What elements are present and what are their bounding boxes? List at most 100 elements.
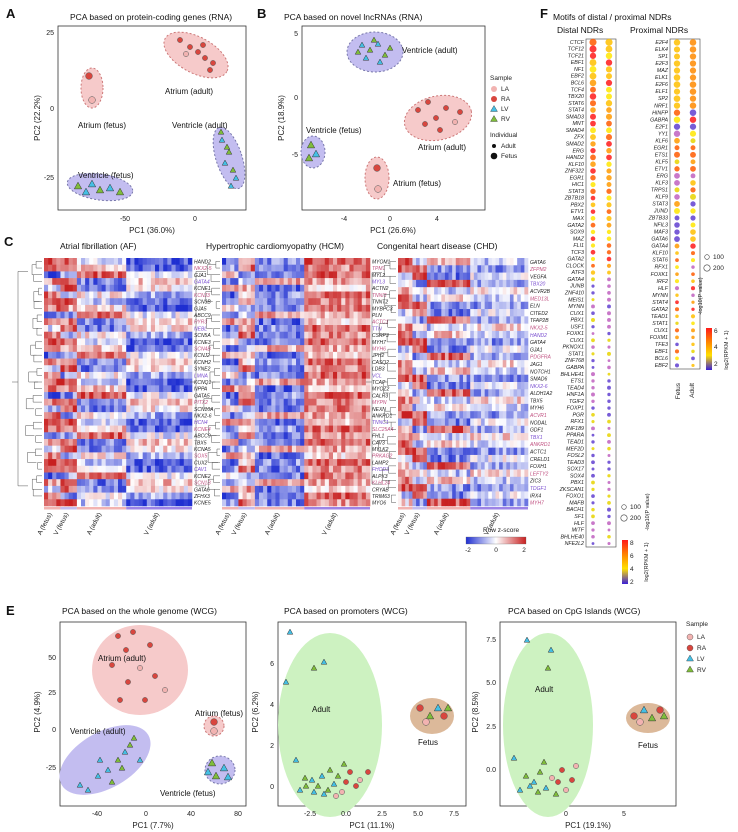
data-point-lv: [81, 187, 91, 196]
heatmap-cell: [44, 345, 49, 353]
heatmap-cell: [222, 311, 227, 319]
heatmap-cell: [254, 331, 260, 339]
heatmap-cell: [72, 485, 78, 493]
motif-dot: [673, 95, 681, 102]
motif-dot: [591, 358, 595, 363]
motif-label: TCF4: [571, 87, 584, 93]
heatmap-cell: [320, 479, 326, 487]
heatmap-cell: [430, 352, 435, 361]
heatmap-cell: [328, 472, 334, 480]
heatmap-cell: [48, 492, 53, 500]
group-label: A (fetus): [36, 512, 54, 537]
motif-label: CUX1: [654, 328, 668, 334]
heatmap-cell: [304, 485, 309, 493]
heatmap-cell: [517, 396, 522, 405]
heatmap-cell: [64, 291, 69, 299]
heatmap-cell: [142, 445, 148, 453]
heatmap-cell: [263, 465, 268, 473]
heatmap-cell: [52, 351, 57, 359]
group-label: A (adult): [86, 512, 104, 537]
heatmap-cell: [122, 385, 127, 393]
gene-label: NODAL: [530, 420, 547, 426]
heatmap-cell: [308, 385, 313, 393]
heatmap-cell: [183, 365, 189, 373]
heatmap-cell: [183, 425, 189, 433]
heatmap-cell: [175, 418, 180, 426]
heatmap-cell: [341, 258, 346, 265]
heatmap-cell: [56, 445, 61, 453]
heatmap-cell: [466, 484, 471, 492]
heatmap-cell: [175, 412, 180, 420]
heatmap-cell: [60, 258, 65, 265]
heatmap-cell: [138, 492, 143, 500]
heatmap-cell: [279, 479, 284, 487]
heatmap-cell: [179, 499, 185, 507]
heatmap-cell: [64, 278, 69, 286]
heatmap-cell: [365, 304, 371, 312]
motif-label: STAT3: [652, 202, 668, 208]
heatmap-cell: [187, 418, 193, 426]
motif-label: TCF3: [571, 250, 584, 256]
heatmap-cell: [267, 264, 272, 272]
heatmap-cell: [142, 271, 148, 279]
heatmap-cell: [267, 338, 272, 346]
heatmap-cell: [408, 403, 413, 412]
heatmap-cell: [357, 452, 363, 460]
heatmap-cell: [448, 323, 453, 332]
motif-dot: [591, 426, 595, 431]
heatmap-cell: [524, 265, 529, 273]
heatmap-cell: [246, 358, 252, 366]
heatmap-cell: [470, 265, 475, 273]
motif-dot: [673, 109, 681, 116]
heatmap-cell: [333, 278, 338, 286]
heatmap-cell: [444, 265, 449, 273]
heatmap-cell: [150, 358, 156, 366]
heatmap-cell: [304, 472, 309, 480]
heatmap-cell: [520, 382, 525, 390]
heatmap-cell: [481, 440, 485, 448]
heatmap-cell: [491, 425, 496, 434]
heatmap-cell: [308, 311, 313, 319]
heatmap-cell: [97, 365, 102, 373]
heatmap-cell: [463, 265, 467, 273]
heatmap-cell: [76, 425, 82, 433]
heatmap-cell: [150, 284, 156, 292]
heatmap-cell: [291, 445, 297, 453]
heatmap-cell: [333, 479, 338, 487]
heatmap-cell: [345, 311, 350, 319]
motif-dot: [607, 372, 611, 376]
heatmap-cell: [175, 358, 180, 366]
heatmap-cell: [441, 389, 446, 397]
heatmap-cell: [300, 398, 305, 406]
heatmap-cell: [138, 338, 143, 346]
heatmap-cell: [365, 445, 371, 453]
heatmap-cell: [437, 484, 442, 492]
heatmap-cell: [455, 396, 460, 405]
data-point-lv: [223, 772, 233, 781]
heatmap-cell: [337, 425, 342, 433]
heatmap-cell: [64, 325, 69, 333]
motif-dot: [606, 161, 612, 167]
heatmap-cell: [423, 389, 428, 397]
heatmap-cell: [434, 469, 439, 478]
heatmap-cell: [76, 358, 82, 366]
heatmap-cell: [250, 445, 256, 453]
motif-label: MITF: [572, 528, 585, 534]
heatmap-cell: [130, 325, 135, 333]
data-point-rv: [217, 128, 225, 135]
heatmap-cell: [179, 492, 185, 500]
heatmap-cell: [85, 412, 90, 420]
motif-label: FLI1: [573, 243, 584, 249]
heatmap-cell: [85, 385, 90, 393]
heatmap-cell: [68, 291, 74, 299]
heatmap-cell: [146, 278, 152, 286]
heatmap-cell: [238, 331, 243, 339]
heatmap-cell: [171, 472, 176, 480]
heatmap-cell: [488, 469, 493, 478]
heatmap-cell: [517, 454, 522, 463]
heatmap-cell: [175, 492, 180, 500]
heatmap-cell: [138, 479, 143, 487]
heatmap-cell: [250, 311, 256, 319]
heatmap-cell: [312, 485, 317, 493]
heatmap-cell: [163, 438, 168, 446]
